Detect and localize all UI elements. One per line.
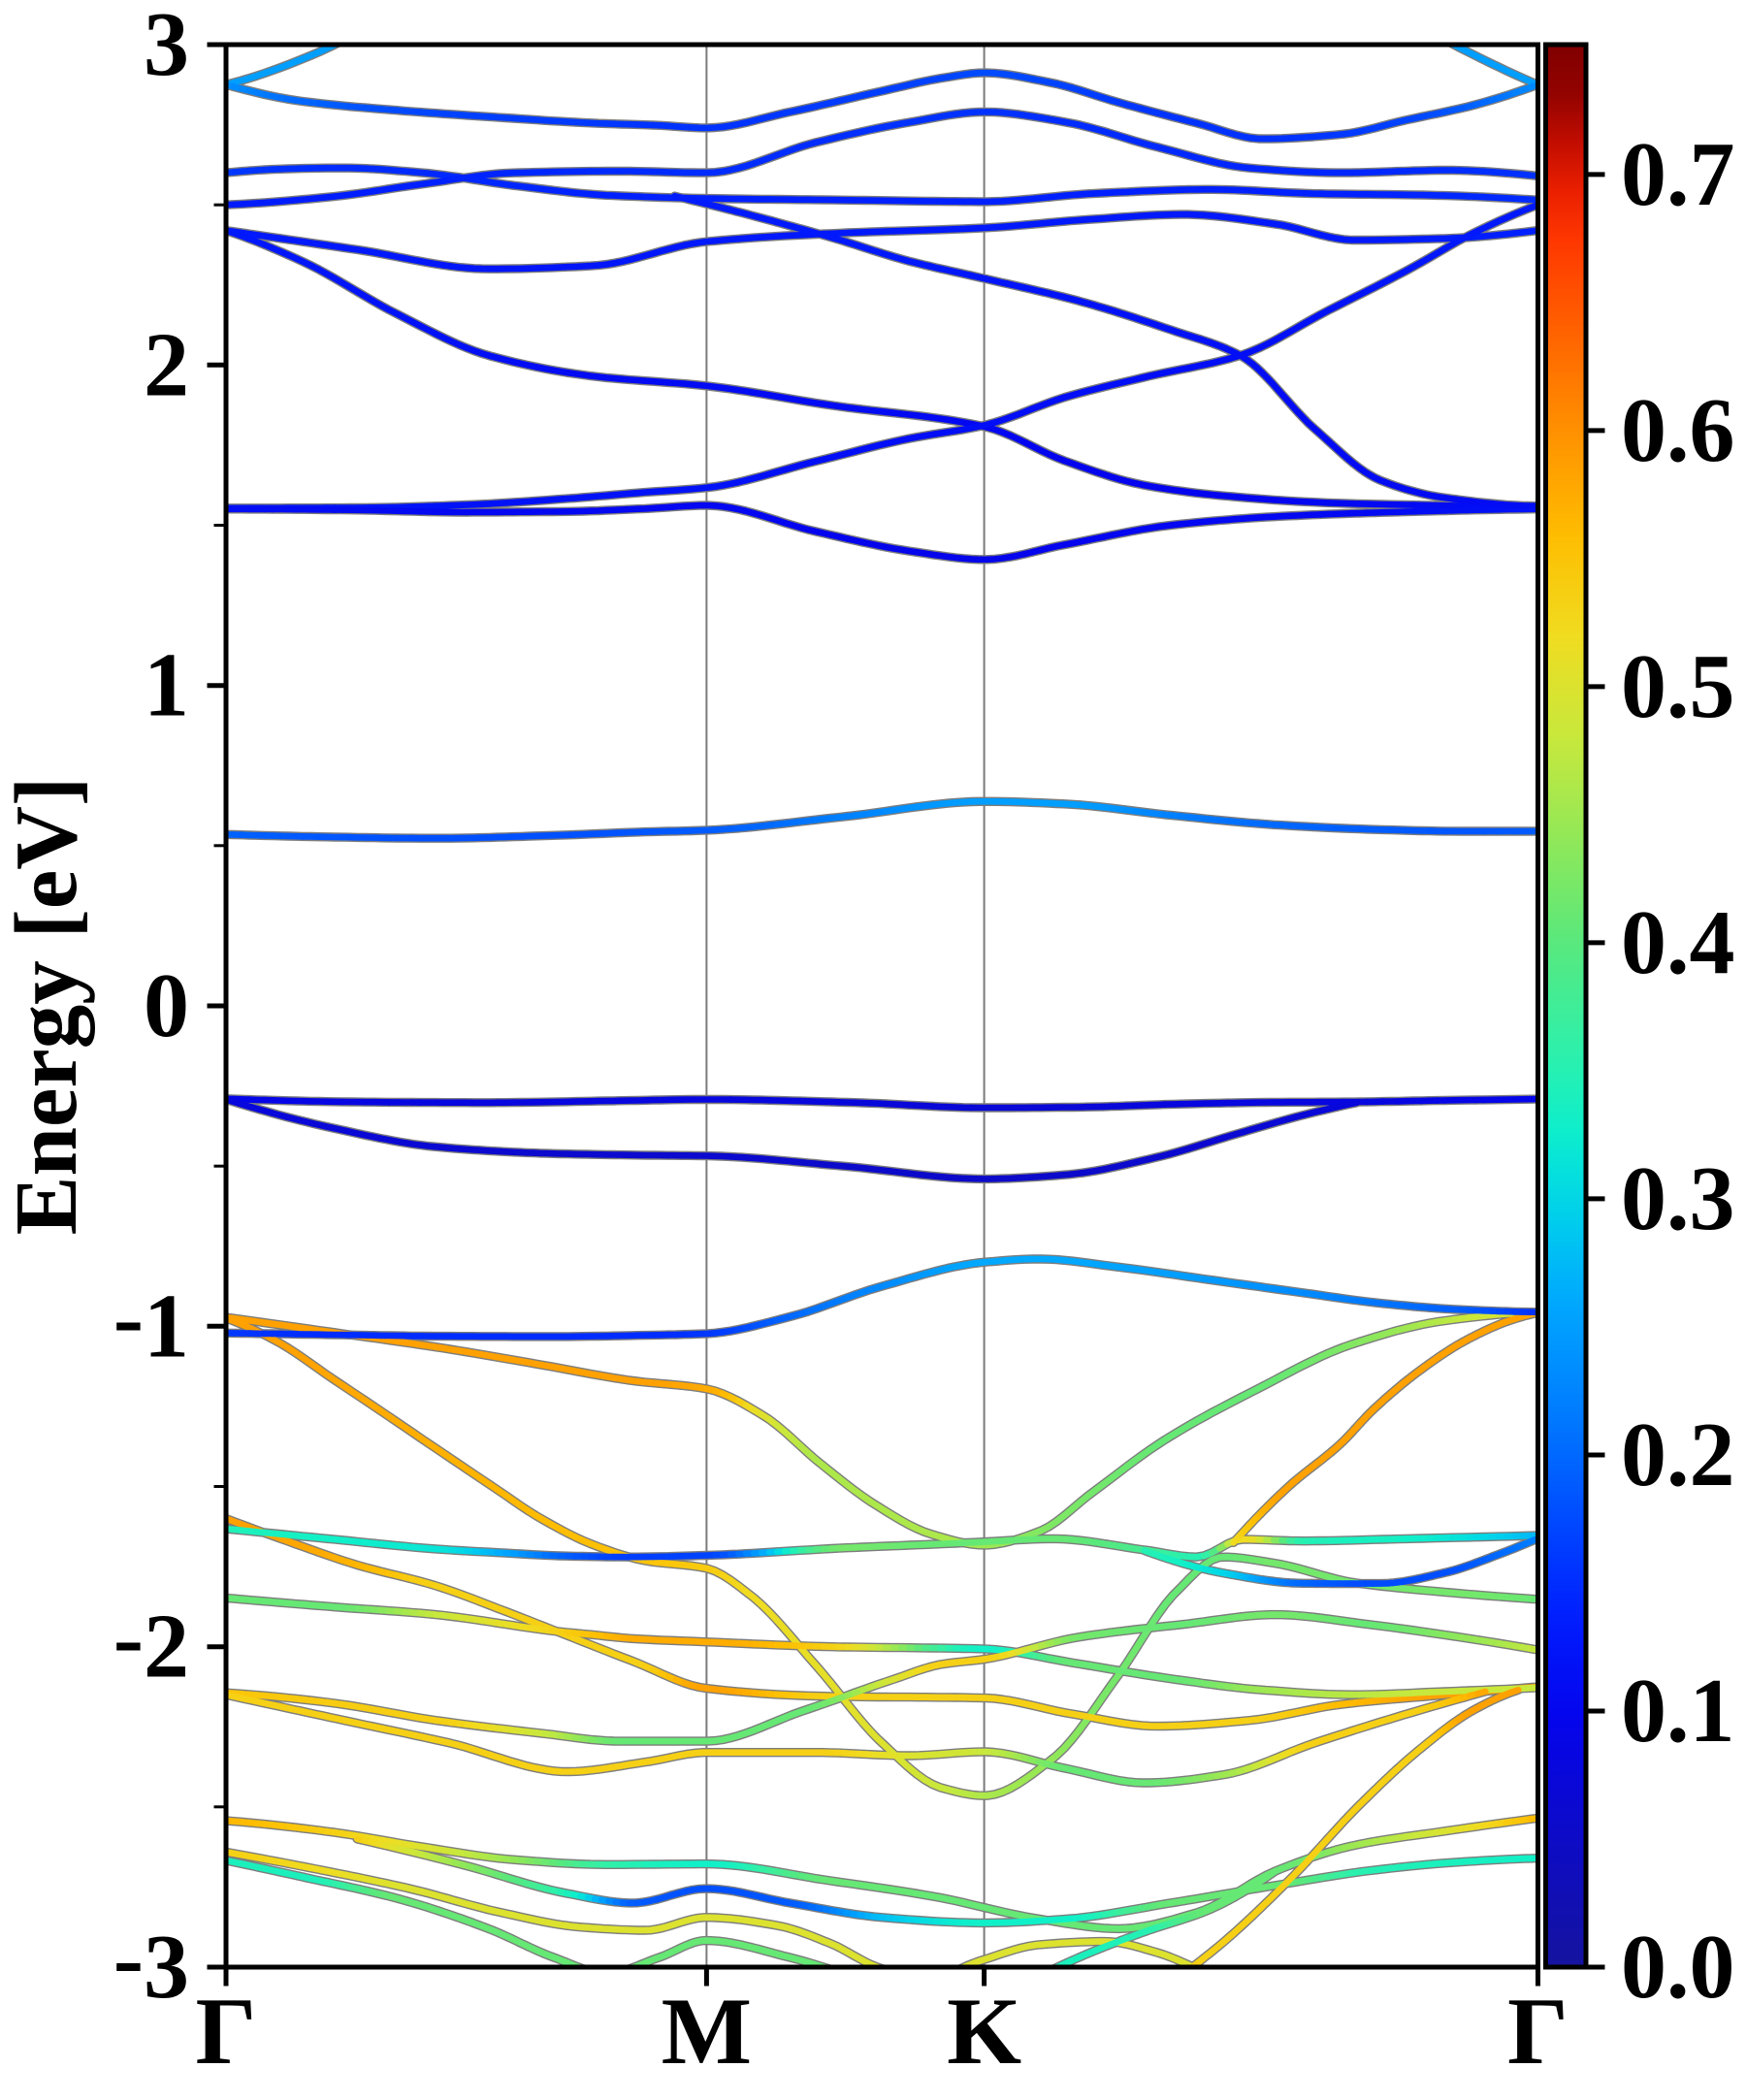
svg-text:0.2: 0.2 bbox=[1621, 1405, 1735, 1505]
svg-text:0.3: 0.3 bbox=[1621, 1148, 1735, 1249]
svg-text:2: 2 bbox=[144, 314, 189, 415]
svg-text:-3: -3 bbox=[113, 1908, 189, 2018]
svg-text:-1: -1 bbox=[113, 1267, 189, 1376]
svg-text:3: 3 bbox=[144, 0, 189, 95]
svg-text:Energy [eV]: Energy [eV] bbox=[0, 777, 95, 1236]
svg-text:-2: -2 bbox=[113, 1588, 189, 1697]
svg-text:0: 0 bbox=[144, 955, 189, 1056]
svg-text:0.7: 0.7 bbox=[1621, 124, 1735, 225]
svg-text:1: 1 bbox=[144, 635, 189, 736]
svg-text:0.5: 0.5 bbox=[1621, 636, 1735, 737]
svg-text:M: M bbox=[662, 1979, 752, 2084]
svg-text:0.4: 0.4 bbox=[1621, 892, 1735, 993]
svg-text:0.0: 0.0 bbox=[1621, 1917, 1735, 2018]
svg-text:K: K bbox=[947, 1979, 1021, 2084]
svg-text:0.6: 0.6 bbox=[1621, 380, 1735, 481]
svg-text:0.1: 0.1 bbox=[1621, 1661, 1735, 1761]
svg-text:Γ: Γ bbox=[196, 1979, 257, 2084]
svg-text:Γ: Γ bbox=[1507, 1979, 1568, 2084]
